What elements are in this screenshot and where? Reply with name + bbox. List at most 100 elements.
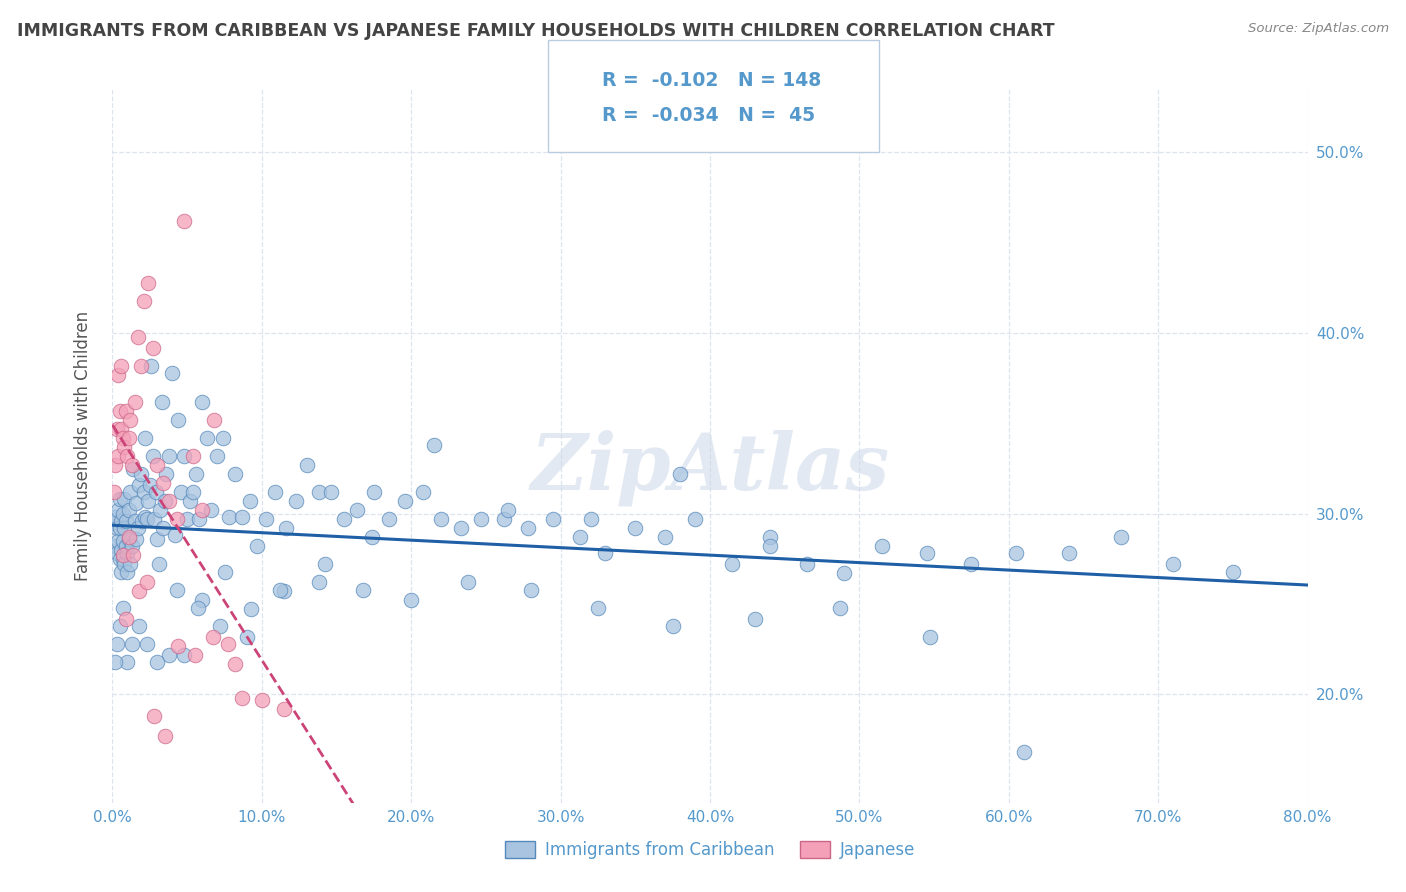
Point <box>110 422 132 436</box>
Point <box>141 359 163 373</box>
Point <box>131 514 153 528</box>
Point <box>117 449 139 463</box>
Point <box>201 630 224 644</box>
Point <box>157 449 180 463</box>
Point <box>138 494 160 508</box>
Point <box>181 449 204 463</box>
Point <box>153 494 176 508</box>
Point <box>1012 745 1035 759</box>
Point <box>146 655 169 669</box>
Point <box>103 485 125 500</box>
Point <box>111 600 134 615</box>
Point <box>146 532 169 546</box>
Point <box>412 485 434 500</box>
Point <box>595 547 617 561</box>
Point <box>333 512 356 526</box>
Point <box>146 458 169 472</box>
Point <box>111 533 134 548</box>
Point <box>162 366 183 380</box>
Point <box>157 494 180 508</box>
Point <box>108 619 131 633</box>
Point <box>152 521 174 535</box>
Point <box>1222 565 1244 579</box>
Point <box>246 539 269 553</box>
Point <box>224 657 246 671</box>
Point <box>828 600 851 615</box>
Point <box>105 521 128 535</box>
Point <box>231 510 253 524</box>
Point <box>155 467 177 481</box>
Point <box>498 503 520 517</box>
Point <box>470 512 492 526</box>
Point <box>121 539 143 553</box>
Text: R =  -0.034   N =  45: R = -0.034 N = 45 <box>602 106 815 126</box>
Point <box>122 549 145 563</box>
Point <box>1109 530 1132 544</box>
Point <box>135 512 157 526</box>
Point <box>314 558 336 572</box>
Point <box>744 611 766 625</box>
Point <box>103 516 125 530</box>
Point <box>127 329 149 343</box>
Point <box>115 539 138 553</box>
Point <box>105 637 128 651</box>
Point <box>110 514 132 528</box>
Point <box>516 521 538 535</box>
Point <box>308 575 330 590</box>
Point <box>492 512 515 526</box>
Point <box>142 341 165 355</box>
Point <box>586 600 609 615</box>
Point <box>120 485 142 500</box>
Point <box>152 476 174 491</box>
Point <box>114 558 135 572</box>
Point <box>104 655 127 669</box>
Point <box>111 549 134 563</box>
Point <box>759 530 782 544</box>
Point <box>120 413 142 427</box>
Point <box>721 558 744 572</box>
Point <box>117 655 139 669</box>
Point <box>624 521 647 535</box>
Point <box>145 485 167 500</box>
Point <box>120 558 142 572</box>
Point <box>132 293 155 308</box>
Point <box>209 619 232 633</box>
Point <box>153 729 176 743</box>
Point <box>569 530 592 544</box>
Point <box>541 512 564 526</box>
Point <box>240 602 263 616</box>
Point <box>796 558 818 572</box>
Point <box>361 530 384 544</box>
Point <box>915 547 938 561</box>
Point <box>422 438 444 452</box>
Point <box>183 648 205 662</box>
Point <box>205 449 228 463</box>
Point <box>108 404 131 418</box>
Point <box>125 532 148 546</box>
Point <box>157 648 180 662</box>
Point <box>870 539 893 553</box>
Point <box>108 492 131 507</box>
Point <box>108 521 131 535</box>
Point <box>129 359 152 373</box>
Point <box>128 584 150 599</box>
Point <box>401 593 423 607</box>
Point <box>200 503 222 517</box>
Point <box>117 565 139 579</box>
Point <box>918 630 941 644</box>
Point <box>125 496 148 510</box>
Point <box>129 467 152 481</box>
Point <box>115 514 138 528</box>
Point <box>128 619 150 633</box>
Point <box>134 510 156 524</box>
Point <box>661 619 683 633</box>
Point <box>134 431 156 445</box>
Point <box>135 575 157 590</box>
Point <box>239 494 262 508</box>
Point <box>285 494 308 508</box>
Point <box>166 512 188 526</box>
Point <box>353 582 375 597</box>
Point <box>191 503 214 517</box>
Point <box>1005 547 1028 561</box>
Point <box>114 521 135 535</box>
